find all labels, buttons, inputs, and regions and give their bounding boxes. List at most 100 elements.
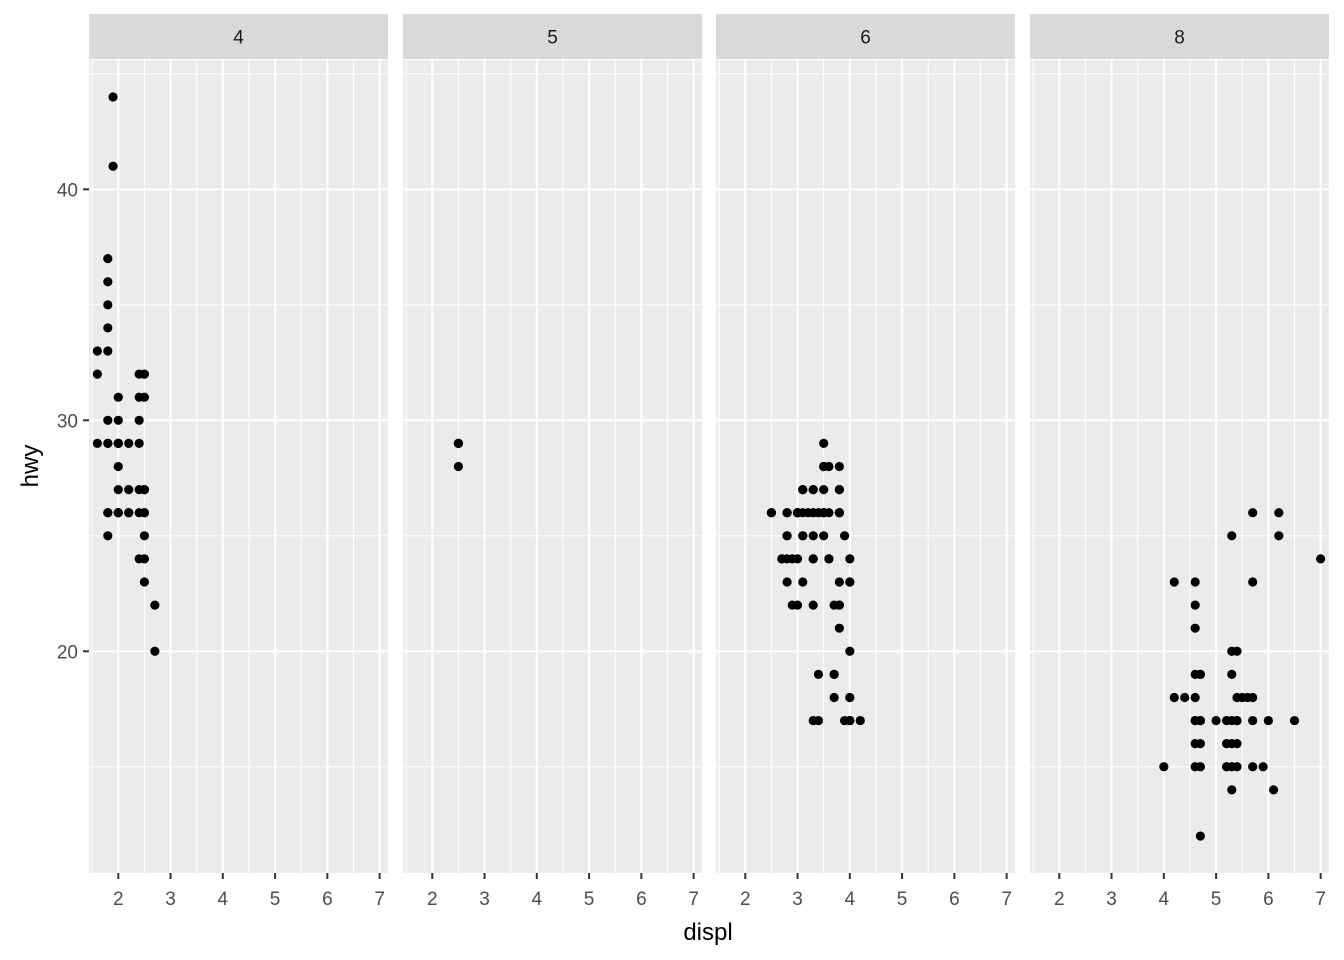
data-point (829, 669, 839, 679)
data-point (1274, 531, 1284, 541)
points (1159, 508, 1326, 841)
x-axis-panel-5: 2 3 4 5 6 7 (427, 873, 699, 910)
data-point (829, 692, 839, 703)
data-point (1190, 692, 1200, 703)
data-point (92, 438, 102, 449)
x-tick-label: 7 (1315, 889, 1326, 910)
data-point (766, 508, 777, 518)
data-point (453, 438, 464, 449)
panel-background (716, 60, 1015, 873)
data-point (782, 508, 792, 518)
data-point (150, 646, 160, 656)
x-axis-title: displ (683, 919, 732, 946)
data-point (813, 715, 824, 726)
data-point (855, 715, 865, 726)
x-tick-label: 4 (845, 889, 856, 910)
facet-strip-label: 8 (1174, 28, 1185, 49)
data-point (1263, 715, 1273, 726)
data-point (134, 484, 144, 495)
data-point (103, 254, 113, 264)
data-point (1190, 577, 1200, 587)
data-point (834, 577, 844, 587)
y-tick-label: 40 (57, 180, 78, 201)
data-point (103, 323, 113, 333)
data-point (124, 484, 134, 495)
x-tick-label: 3 (1106, 889, 1117, 910)
data-point (1258, 762, 1268, 772)
x-axis-panel-6: 2 3 4 5 6 7 (740, 873, 1012, 910)
data-point (1268, 785, 1279, 795)
panels-layer: 4 5 6 8 (89, 14, 1329, 873)
data-point (113, 392, 123, 402)
data-point (1248, 715, 1258, 726)
data-point (845, 554, 855, 564)
x-tick-label: 2 (740, 889, 751, 910)
data-point (834, 461, 844, 472)
data-point (124, 508, 134, 518)
x-tick-label: 5 (1211, 889, 1222, 910)
data-point (782, 531, 792, 541)
data-point (813, 669, 824, 679)
data-point (92, 346, 102, 356)
data-point (113, 484, 123, 495)
panel-background (1030, 60, 1329, 873)
x-tick-label: 4 (532, 889, 543, 910)
facet-strip (716, 14, 1015, 59)
x-axis-panel-8: 2 3 4 5 6 7 (1054, 873, 1326, 910)
data-point (845, 577, 855, 587)
x-tick-label: 6 (1263, 889, 1274, 910)
x-tick-label: 2 (113, 889, 124, 910)
data-point (134, 438, 144, 449)
data-point (1169, 692, 1179, 703)
data-point (813, 508, 824, 518)
data-point (139, 508, 150, 518)
y-tick-label: 30 (57, 411, 78, 432)
y-axis-title: hwy (17, 445, 44, 488)
data-point (845, 646, 855, 656)
data-point (824, 554, 834, 564)
data-point (829, 600, 839, 610)
data-point (1232, 646, 1242, 656)
data-point (1195, 739, 1206, 749)
x-tick-label: 3 (792, 889, 803, 910)
gridlines (403, 60, 702, 873)
panel-background (403, 60, 702, 873)
x-tick-label: 3 (165, 889, 176, 910)
x-axes: 2 3 4 5 6 7 2 3 4 5 6 7 2 3 4 5 6 7 2 3 4 5 6 7 (113, 873, 1326, 910)
data-point (103, 415, 113, 425)
data-point (1195, 669, 1206, 679)
x-tick-label: 7 (374, 889, 385, 910)
data-point (808, 531, 818, 541)
x-tick-label: 5 (584, 889, 595, 910)
data-point (834, 508, 844, 518)
x-tick-label: 6 (322, 889, 333, 910)
data-point (103, 438, 113, 449)
data-point (1248, 762, 1258, 772)
panel-background (89, 60, 388, 873)
facet-strip-label: 5 (547, 28, 558, 49)
data-point (1248, 577, 1258, 587)
data-point (819, 484, 829, 495)
data-point (798, 531, 808, 541)
data-point (1180, 692, 1190, 703)
points (92, 92, 160, 656)
facet-panel-6: 6 (716, 14, 1015, 873)
data-point (1248, 508, 1258, 518)
facet-strip (1030, 14, 1329, 59)
data-point (1316, 554, 1326, 564)
data-point (824, 461, 834, 472)
points (453, 438, 464, 472)
data-point (1190, 623, 1200, 633)
gridlines (716, 60, 1015, 873)
data-point (113, 508, 123, 518)
data-point (139, 554, 150, 564)
data-point (834, 484, 844, 495)
data-point (1190, 600, 1200, 610)
facet-strip-label: 6 (860, 28, 871, 49)
data-point (124, 438, 134, 449)
data-point (103, 508, 113, 518)
data-point (1190, 715, 1200, 726)
data-point (150, 600, 160, 610)
facet-panel-5: 5 (403, 14, 702, 873)
